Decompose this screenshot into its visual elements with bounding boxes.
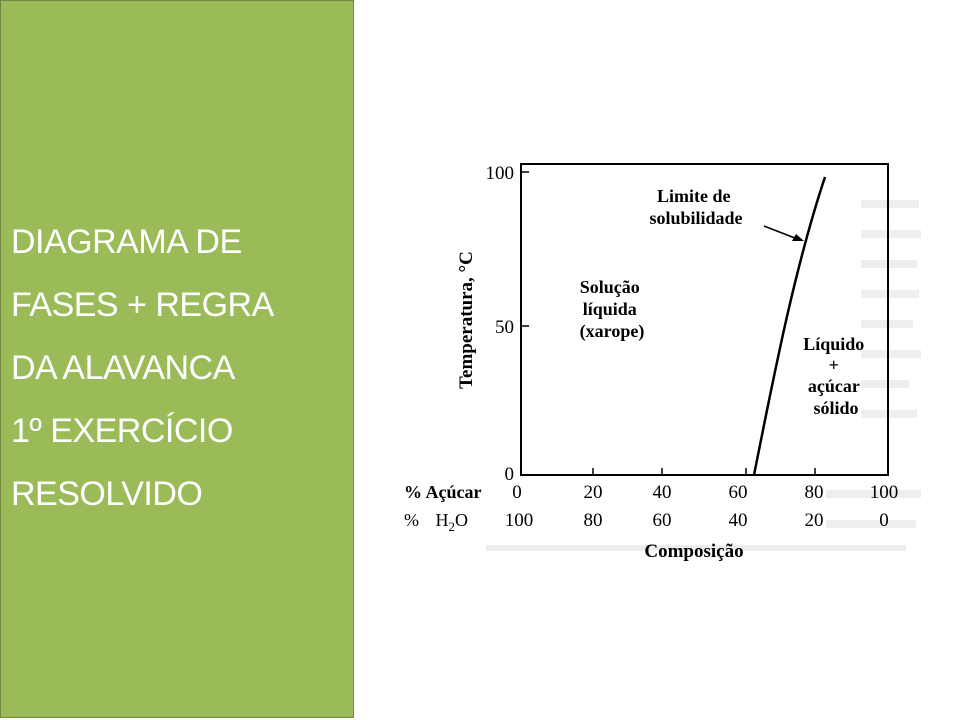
title-line: DIAGRAMA DE: [11, 223, 242, 261]
title-line: RESOLVIDO: [11, 475, 203, 513]
x-row2-label: % H2O: [404, 510, 468, 534]
x-row1-tick: 60: [729, 482, 748, 503]
title-line: DA ALAVANCA: [11, 349, 235, 387]
x-row2-tick: 0: [879, 510, 889, 531]
phase-diagram-figure: 100 50 0 Temperatura, °C % Açúcar 0 20 4…: [396, 150, 930, 570]
plot-frame: [520, 163, 889, 476]
phase-diagram: 100 50 0 Temperatura, °C % Açúcar 0 20 4…: [404, 163, 921, 562]
x-row2-tick: 20: [805, 510, 824, 531]
y-tick-label: 0: [505, 464, 515, 485]
x-row1-tick: 0: [512, 482, 522, 503]
x-row1-label: % Açúcar: [404, 482, 481, 502]
x-axis-label: Composição: [644, 541, 743, 562]
title-line: 1º EXERCÍCIO: [11, 412, 233, 450]
solubility-curve: [752, 176, 827, 476]
curve-label: Limite de solubilidade: [649, 186, 742, 228]
y-tick-label: 100: [486, 163, 515, 184]
x-row2-tick: 100: [505, 510, 534, 531]
title-panel: DIAGRAMA DE FASES + REGRA DA ALAVANCA 1º…: [0, 0, 354, 718]
y-axis-label: Temperatura, °C: [456, 251, 477, 389]
x-row2-tick: 40: [729, 510, 748, 531]
x-row2-tick: 60: [653, 510, 672, 531]
x-row1-tick: 80: [805, 482, 824, 503]
x-row1-tick: 20: [584, 482, 603, 503]
x-row1-tick: 100: [870, 482, 899, 503]
region-liquid-label: Solução líquida (xarope): [580, 277, 645, 342]
y-tick-label: 50: [495, 317, 514, 338]
x-row1-tick: 40: [653, 482, 672, 503]
title-line: FASES + REGRA: [11, 286, 274, 324]
arrowhead-icon: [792, 234, 804, 241]
slide-title: DIAGRAMA DE FASES + REGRA DA ALAVANCA 1º…: [11, 211, 274, 526]
region-mixed-label: Líquido + açúcar sólido: [803, 334, 869, 418]
x-row2-tick: 80: [584, 510, 603, 531]
